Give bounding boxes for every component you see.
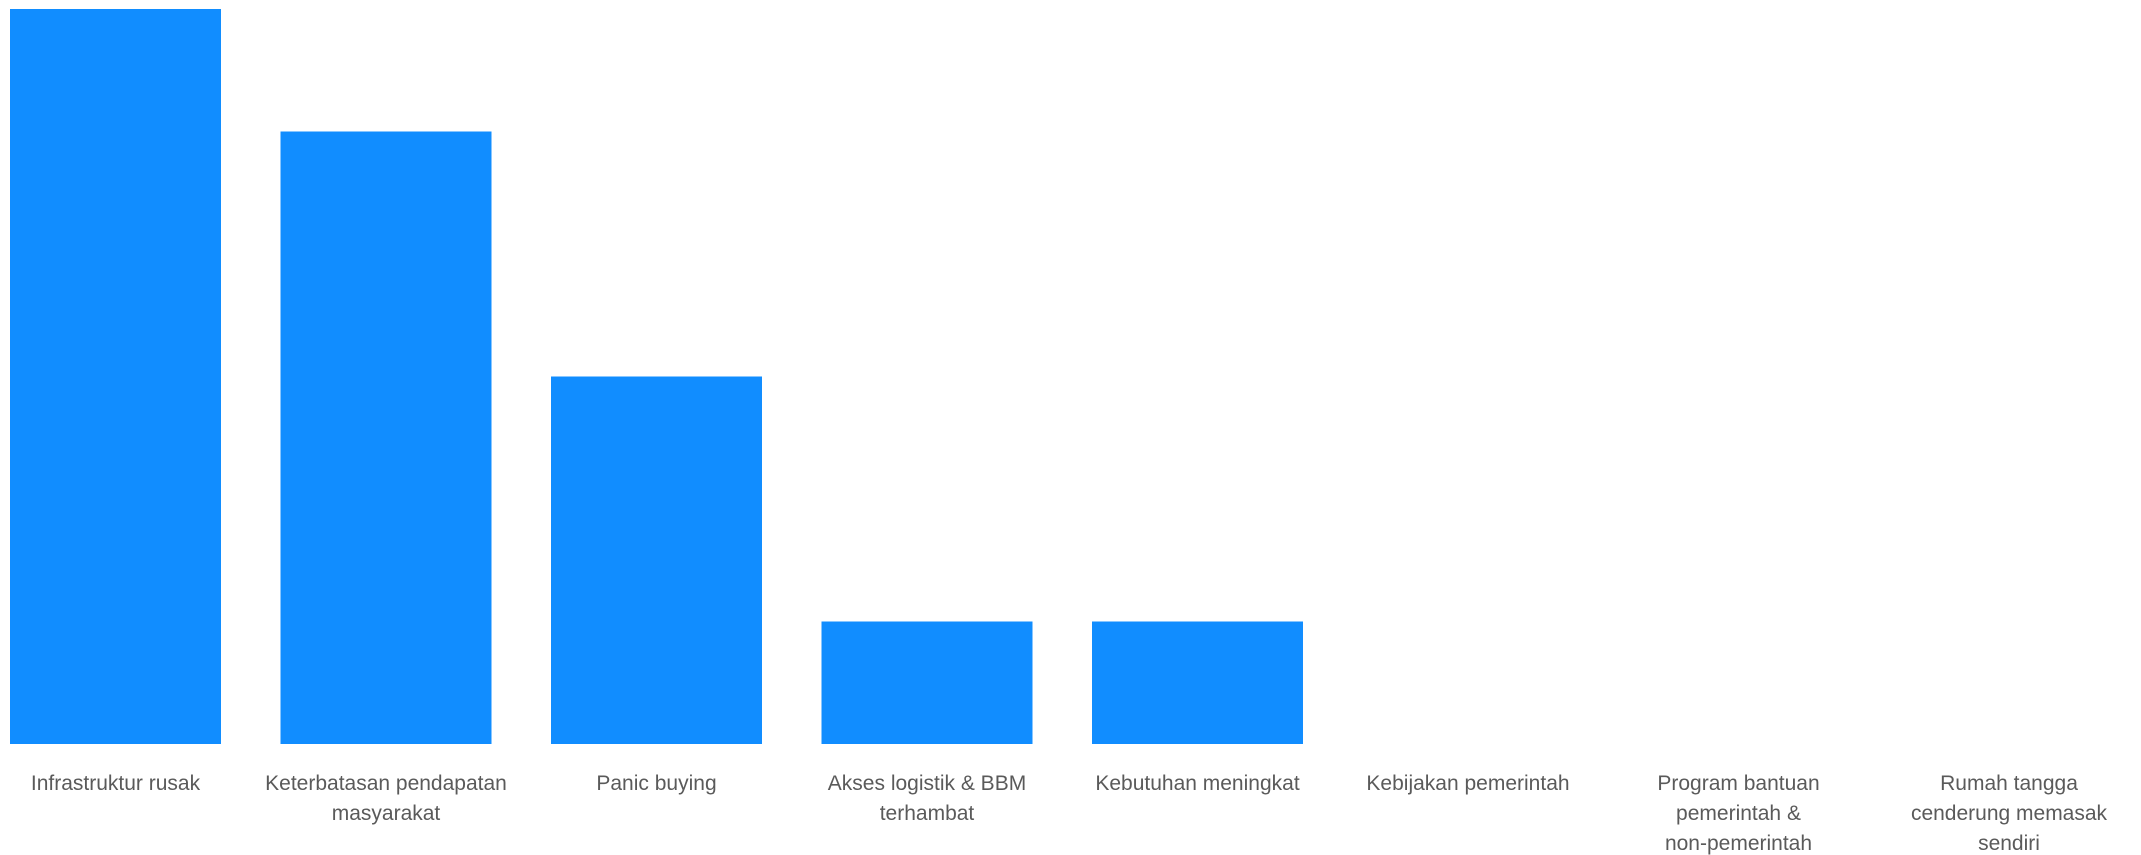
category-label-line: pemerintah & <box>1676 802 1801 825</box>
bar-4 <box>1092 621 1303 744</box>
category-label-line: Panic buying <box>596 772 716 795</box>
category-label-line: Kebutuhan meningkat <box>1095 772 1299 795</box>
category-label-line: non-pemerintah <box>1665 832 1812 855</box>
bar-0 <box>10 9 221 744</box>
bar-1 <box>280 131 492 744</box>
category-label-0: Infrastruktur rusak <box>31 772 201 795</box>
category-label-line: terhambat <box>880 802 975 825</box>
category-label-line: Infrastruktur rusak <box>31 772 201 795</box>
category-label-4: Kebutuhan meningkat <box>1095 772 1299 795</box>
category-label-2: Panic buying <box>596 772 716 795</box>
category-label-line: cenderung memasak <box>1911 802 2108 825</box>
category-label-line: masyarakat <box>332 802 441 825</box>
category-label-line: Akses logistik & BBM <box>828 772 1026 795</box>
category-label-line: Kebijakan pemerintah <box>1366 772 1569 795</box>
bars-group <box>10 9 1303 744</box>
category-label-6: Program bantuan pemerintah & non-pemerinta… <box>1657 772 1819 855</box>
category-label-7: Rumah tangga cenderung memasak sendiri <box>1911 772 2108 855</box>
category-label-line: Rumah tangga <box>1940 772 2078 795</box>
category-label-5: Kebijakan pemerintah <box>1366 772 1569 795</box>
category-label-1: Keterbatasan pendapatan masyarakat <box>265 772 507 825</box>
category-label-line: sendiri <box>1978 832 2040 855</box>
category-label-3: Akses logistik & BBM terhambat <box>828 772 1026 825</box>
category-labels-group: Infrastruktur rusak Keterbatasan pendapat… <box>31 772 2108 855</box>
bar-3 <box>821 621 1033 744</box>
bar-2 <box>551 376 762 744</box>
category-label-line: Keterbatasan pendapatan <box>265 772 507 795</box>
category-label-line: Program bantuan <box>1657 772 1819 795</box>
